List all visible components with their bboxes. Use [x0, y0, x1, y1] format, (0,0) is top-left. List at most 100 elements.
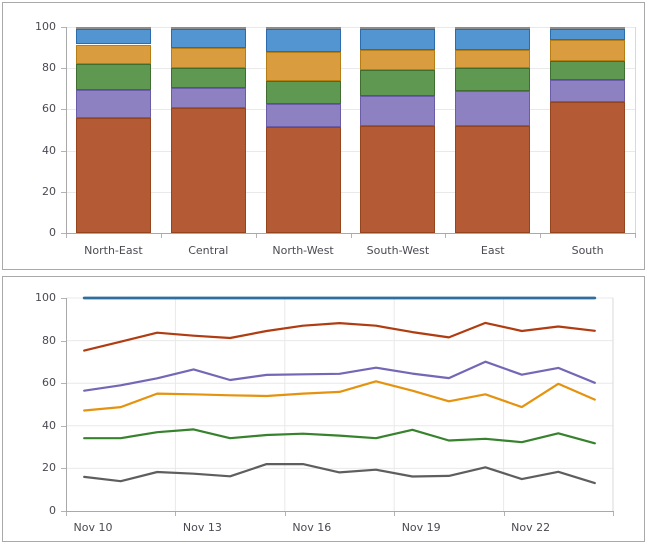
bar-segment-green[interactable]	[170, 68, 246, 88]
y-tick-mark	[61, 340, 66, 342]
line-series-red[interactable]	[83, 321, 596, 352]
y-axis-line	[66, 298, 67, 511]
bar-segment-orange[interactable]	[455, 49, 531, 69]
bar-segment-rust[interactable]	[455, 125, 531, 233]
bar-segment-green[interactable]	[75, 64, 151, 90]
x-axis-line	[66, 233, 636, 234]
bar-segment-rust[interactable]	[360, 125, 436, 233]
line-series-purple[interactable]	[83, 360, 596, 392]
x-tick-mark	[255, 233, 257, 238]
x-axis-label: Nov 10	[73, 521, 113, 534]
bar-segment-green[interactable]	[455, 68, 531, 91]
x-axis-line	[66, 511, 614, 512]
x-tick-mark	[350, 233, 352, 238]
line-chart-area: 0 20 40 60 80 100 Nov 10 Nov 13 Nov 16 Nov 19 Nov …	[3, 277, 644, 541]
line-series-gray[interactable]	[83, 463, 596, 485]
bar-segment-gray[interactable]	[265, 27, 341, 30]
x-tick-mark	[445, 233, 447, 238]
line-chart-panel: 0 20 40 60 80 100 Nov 10 Nov 13 Nov 16 Nov 19 Nov …	[2, 276, 645, 542]
bar-segment-gray[interactable]	[360, 27, 436, 30]
gridline	[66, 150, 635, 152]
bar-segment-blue[interactable]	[455, 29, 531, 50]
bar-segment-green[interactable]	[550, 60, 626, 80]
y-axis-label: 100	[35, 20, 56, 33]
x-axis-label: Nov 22	[511, 521, 551, 534]
y-tick-mark	[61, 109, 66, 111]
x-axis-label: East	[480, 244, 505, 257]
x-tick-mark	[635, 233, 636, 238]
gridline	[66, 191, 635, 193]
x-axis-label: South	[571, 244, 604, 257]
bar-segment-blue[interactable]	[360, 29, 436, 50]
bar-segment-gray[interactable]	[455, 27, 531, 30]
bar-segment-green[interactable]	[360, 70, 436, 96]
y-axis-label: 0	[49, 226, 56, 239]
bar-segment-orange[interactable]	[265, 51, 341, 81]
x-axis-label: Nov 13	[182, 521, 222, 534]
x-axis-label: Nov 16	[292, 521, 332, 534]
y-axis-label: 20	[42, 184, 56, 198]
y-tick-mark	[61, 191, 66, 193]
bar-segment-rust[interactable]	[550, 102, 626, 233]
y-axis-label: 40	[42, 143, 56, 157]
bar-segment-blue[interactable]	[550, 29, 626, 41]
gridline	[66, 68, 635, 70]
x-axis-label: North-East	[84, 244, 143, 257]
bar-segment-gray[interactable]	[550, 27, 626, 30]
y-axis-label: 20	[42, 461, 56, 475]
bar-segment-orange[interactable]	[75, 44, 151, 65]
y-tick-mark	[61, 233, 66, 234]
y-axis-label: 0	[49, 504, 56, 517]
bar-segment-purple[interactable]	[455, 90, 531, 126]
bar-segment-gray[interactable]	[170, 27, 246, 30]
y-tick-mark	[61, 68, 66, 70]
x-tick-mark	[66, 511, 67, 516]
y-axis-label: 60	[42, 102, 56, 116]
bar-segment-purple[interactable]	[75, 89, 151, 118]
x-axis-label: South-West	[366, 244, 430, 257]
y-tick-mark	[61, 383, 66, 385]
bar-segment-purple[interactable]	[170, 87, 246, 109]
bar-segment-rust[interactable]	[75, 117, 151, 233]
bar-segment-rust[interactable]	[170, 108, 246, 233]
bar-segment-blue[interactable]	[170, 29, 246, 48]
bar-segment-gray[interactable]	[75, 27, 151, 30]
y-axis-label: 80	[42, 61, 56, 75]
y-tick-mark	[61, 150, 66, 152]
y-tick-mark	[61, 511, 66, 512]
x-tick-mark	[160, 233, 162, 238]
plot-right-border	[635, 27, 636, 233]
line-plot	[66, 296, 614, 511]
x-axis-label: North-West	[272, 244, 334, 257]
bar-chart-area: 0 20 40 60 80 100 North-East Central North-West S…	[3, 3, 644, 269]
bar-segment-rust[interactable]	[265, 126, 341, 233]
bar-segment-purple[interactable]	[550, 79, 626, 103]
bar-segment-green[interactable]	[265, 80, 341, 105]
x-tick-mark	[613, 511, 614, 516]
x-tick-mark	[284, 511, 286, 516]
bar-plot	[66, 27, 635, 233]
gridline	[66, 109, 635, 111]
x-tick-mark	[394, 511, 396, 516]
y-tick-mark	[61, 27, 66, 28]
line-series-orange[interactable]	[83, 380, 596, 412]
bar-segment-orange[interactable]	[360, 49, 436, 71]
y-axis-label: 80	[42, 333, 56, 347]
x-tick-mark	[503, 511, 505, 516]
line-series-green[interactable]	[83, 428, 596, 445]
x-tick-mark	[66, 233, 67, 238]
y-tick-mark	[61, 425, 66, 427]
x-tick-mark	[540, 233, 542, 238]
bar-segment-blue[interactable]	[265, 29, 341, 52]
bar-segment-purple[interactable]	[360, 96, 436, 126]
stacked-bar-chart-panel: 0 20 40 60 80 100 North-East Central North-West S…	[2, 2, 645, 270]
bar-segment-purple[interactable]	[265, 104, 341, 127]
gridline	[66, 27, 635, 28]
bar-segment-orange[interactable]	[550, 40, 626, 61]
y-axis-label: 60	[42, 376, 56, 390]
bar-segment-orange[interactable]	[170, 47, 246, 69]
x-tick-mark	[175, 511, 177, 516]
y-tick-mark	[61, 468, 66, 470]
y-axis-line	[66, 27, 67, 233]
bar-segment-blue[interactable]	[75, 29, 151, 45]
